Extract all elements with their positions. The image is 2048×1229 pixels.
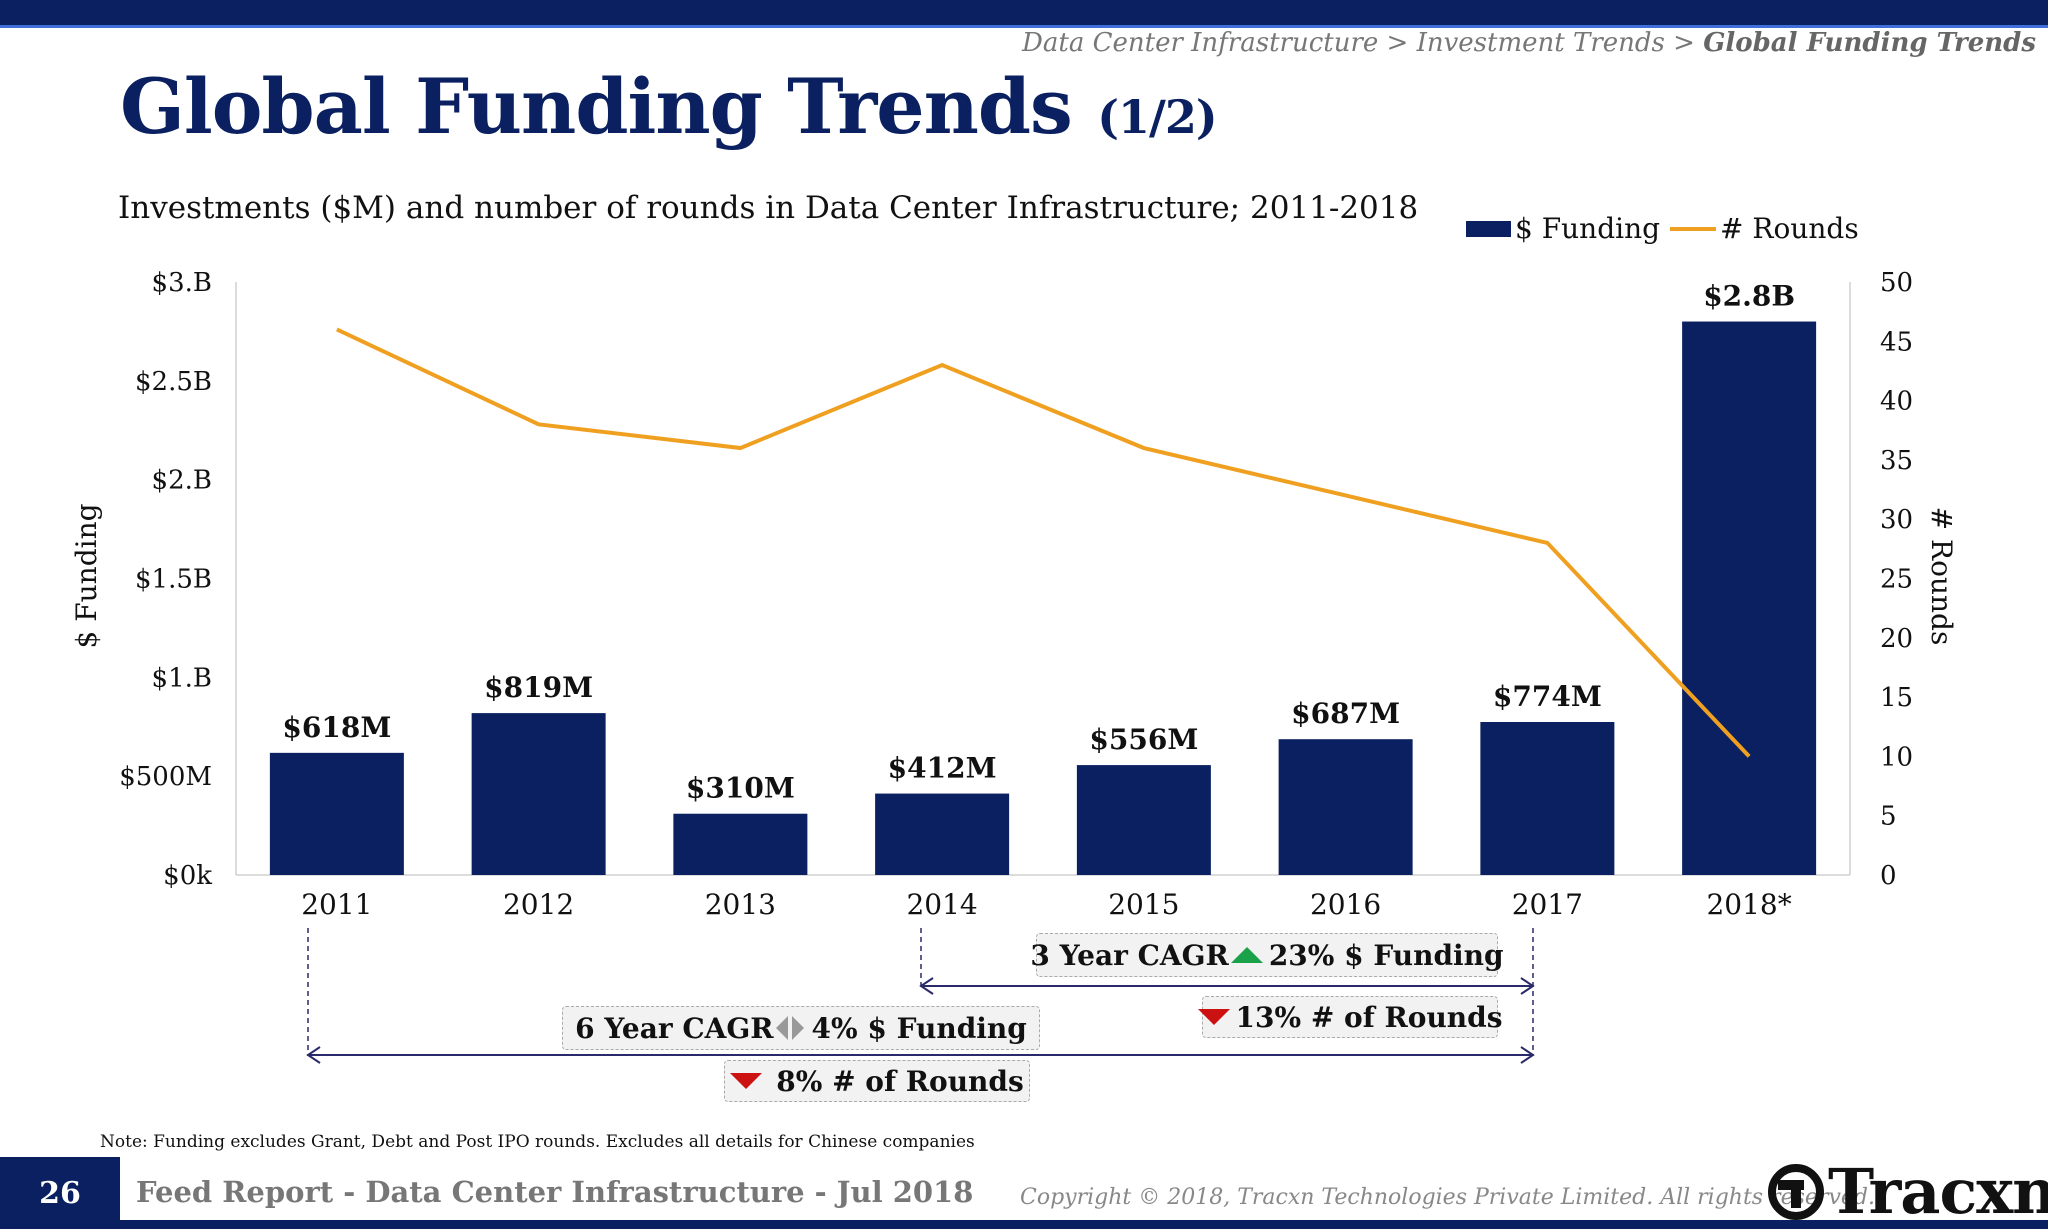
breadcrumb: Data Center Infrastructure > Investment … <box>1022 28 2036 58</box>
x-tick-label: 2016 <box>1310 888 1381 921</box>
tracxn-logo-icon <box>1768 1163 1824 1220</box>
top-bar <box>0 0 2048 27</box>
arrow-left-icon <box>306 1046 321 1064</box>
trend-down-icon <box>730 1073 763 1089</box>
copyright: Copyright © 2018, Tracxn Technologies Pr… <box>1020 1185 1875 1210</box>
tracxn-logo: Tracxn <box>1768 1155 2048 1228</box>
y2-tick-label: 0 <box>1880 861 1897 891</box>
breadcrumb-item[interactable]: Investment Trends <box>1416 28 1665 58</box>
tracxn-logo-text: Tracxn <box>1828 1155 2048 1228</box>
chart-labels: $618M $819M $310M $412M $556M $687M $774M $2.8B <box>282 280 1795 805</box>
cagr-3yr-funding-box: 3 Year CAGR 23% $ Funding <box>1030 933 1504 977</box>
legend-swatch-funding <box>1466 220 1511 237</box>
chart-line <box>336 327 1751 758</box>
trend-down-icon <box>1197 1009 1230 1025</box>
y-tick-label: $3.B <box>152 268 212 298</box>
cagr-3yr-funding: 23% $ Funding <box>1268 938 1504 972</box>
legend-swatch-rounds <box>1670 226 1717 231</box>
x-tick-label: 2011 <box>301 888 372 921</box>
chart-bars <box>269 321 1817 875</box>
bar-funding[interactable] <box>1682 321 1817 875</box>
x-tick-label: 2014 <box>906 888 977 921</box>
line-rounds[interactable] <box>336 327 1751 758</box>
bar-data-label: $774M <box>1493 680 1602 713</box>
cagr-3yr-label: 3 Year CAGR <box>1030 938 1229 972</box>
page-number: 26 <box>0 1157 120 1229</box>
chart-legend: $ Funding # Rounds <box>1466 212 1859 245</box>
y-tick-label: $2.B <box>152 466 212 496</box>
cagr-6yr-funding-box: 6 Year CAGR 4% $ Funding <box>562 1006 1040 1050</box>
breadcrumb-separator: > <box>1386 28 1409 58</box>
bar-data-label: $412M <box>888 752 997 785</box>
y2-tick-label: 50 <box>1880 268 1913 298</box>
x-tick-label: 2017 <box>1512 888 1583 921</box>
x-tick-label: 2013 <box>705 888 776 921</box>
cagr-3yr-rounds-box: 13% # of Rounds <box>1197 996 1503 1038</box>
footnote: Note: Funding excludes Grant, Debt and P… <box>100 1132 975 1152</box>
y-axis-title: $ Funding <box>70 503 103 648</box>
y2-tick-label: 40 <box>1880 387 1913 417</box>
footer-bar <box>0 1220 2048 1229</box>
page-title-main: Global Funding Trends <box>120 62 1073 151</box>
breadcrumb-current: Global Funding Trends <box>1703 28 2036 58</box>
chart-axes: $0k $500M $1.B $1.5B $2.B $2.5B $3.B 0 5 10 15 20 25… <box>70 268 1958 921</box>
cagr-6yr-funding: 4% $ Funding <box>811 1011 1027 1045</box>
cagr-brackets <box>306 928 1535 1064</box>
y-tick-label: $1.B <box>152 663 212 693</box>
y-tick-label: $500M <box>119 762 212 792</box>
cagr-6yr-label: 6 Year CAGR <box>575 1011 774 1045</box>
y-tick-label: $2.5B <box>135 367 212 397</box>
bar-funding[interactable] <box>1278 739 1413 875</box>
y2-tick-label: 5 <box>1880 802 1897 832</box>
breadcrumb-item[interactable]: Data Center Infrastructure <box>1022 28 1379 58</box>
bar-data-label: $819M <box>484 671 593 704</box>
page-title: Global Funding Trends (1/2) <box>120 62 1218 151</box>
trend-flat-icon <box>775 1016 804 1040</box>
cagr-6yr-rounds: 8% # of Rounds <box>776 1064 1024 1098</box>
y-tick-label: $0k <box>163 861 212 891</box>
x-tick-label: 2018* <box>1706 888 1791 921</box>
bar-data-label: $687M <box>1291 697 1400 730</box>
y2-tick-label: 20 <box>1880 624 1913 654</box>
bar-funding[interactable] <box>875 793 1010 875</box>
arrow-left-icon <box>919 977 934 995</box>
y2-axis-title: # Rounds <box>1925 507 1958 646</box>
footer-title: Feed Report - Data Center Infrastructure… <box>136 1175 974 1209</box>
y-tick-label: $1.5B <box>135 565 212 595</box>
bar-funding[interactable] <box>1480 722 1615 875</box>
bar-funding[interactable] <box>673 813 808 875</box>
bar-data-label: $2.8B <box>1703 280 1795 313</box>
arrow-right-icon <box>1520 1046 1535 1064</box>
chart-subtitle: Investments ($M) and number of rounds in… <box>118 190 1419 226</box>
y2-tick-label: 10 <box>1880 742 1913 772</box>
page-title-suffix: (1/2) <box>1097 90 1217 144</box>
legend-label-funding: $ Funding <box>1515 212 1661 245</box>
trend-up-icon <box>1230 947 1263 963</box>
top-bar-accent <box>0 25 2048 28</box>
y2-tick-label: 25 <box>1880 565 1913 595</box>
bar-data-label: $310M <box>686 772 795 805</box>
y2-tick-label: 35 <box>1880 446 1913 476</box>
breadcrumb-separator: > <box>1673 28 1695 58</box>
y2-tick-label: 30 <box>1880 505 1913 535</box>
x-tick-label: 2015 <box>1108 888 1179 921</box>
y2-tick-label: 45 <box>1880 327 1913 357</box>
bar-data-label: $556M <box>1089 723 1198 756</box>
arrow-right-icon <box>1520 977 1535 995</box>
y2-tick-label: 15 <box>1880 683 1913 713</box>
x-tick-label: 2012 <box>503 888 574 921</box>
bar-funding[interactable] <box>471 713 606 875</box>
cagr-3yr-rounds: 13% # of Rounds <box>1235 1000 1503 1034</box>
bar-funding[interactable] <box>1076 765 1211 875</box>
legend-label-rounds: # Rounds <box>1720 212 1859 245</box>
bar-data-label: $618M <box>282 711 391 744</box>
bar-funding[interactable] <box>269 752 404 875</box>
cagr-6yr-rounds-box: 8% # of Rounds <box>724 1060 1030 1102</box>
